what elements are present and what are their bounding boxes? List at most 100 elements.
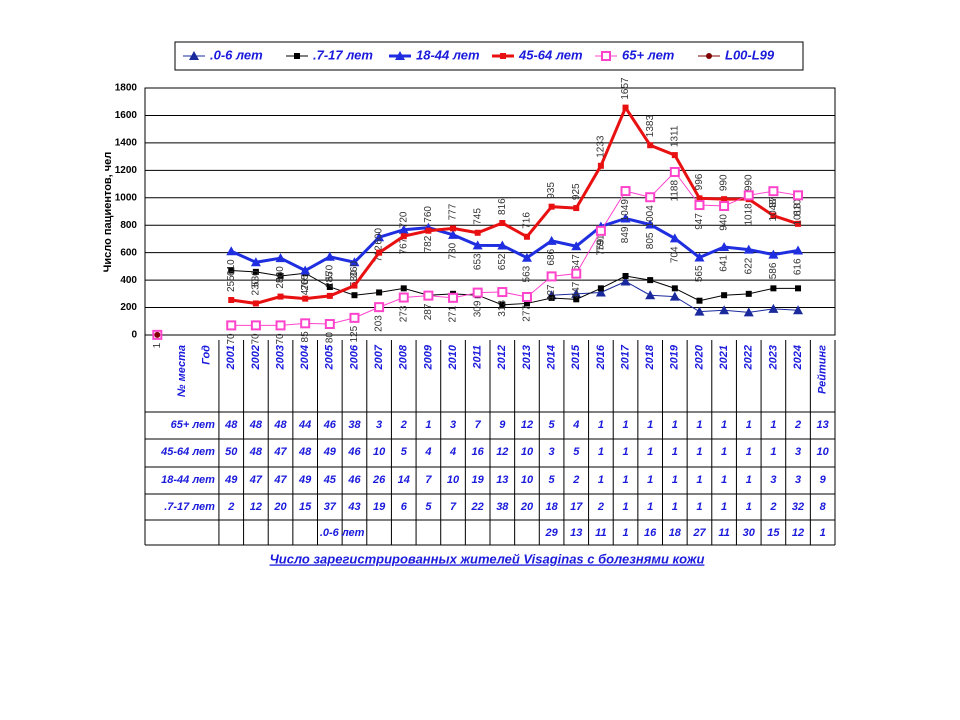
data-label: 530 [251,270,262,287]
table-cell: 48 [273,419,287,431]
point [523,233,530,240]
point [601,51,611,61]
table-cell: 16 [644,527,657,539]
point [595,225,606,236]
point [500,53,506,59]
table-cell: 1 [696,446,702,458]
y-tick-label: 800 [120,220,137,231]
table-rank: 8 [820,501,827,513]
table-cell: 3 [549,446,555,458]
table-cell: 38 [348,419,361,431]
point [450,225,457,232]
data-label: 70 [251,333,262,345]
data-label: 360 [349,260,360,277]
table-cell: 26 [372,474,386,486]
table-cell: 1 [770,419,776,431]
table-cell: 14 [398,474,410,486]
x-tick-label: Год [201,345,213,365]
point [252,300,259,307]
table-cell: 1 [721,501,727,513]
point [326,283,333,290]
point [671,152,678,159]
data-label: 70 [226,333,237,345]
table-row-label: 45-64 лет [160,446,215,458]
point [423,290,434,301]
point [302,295,309,302]
table-cell: 2 [400,419,407,431]
table-cell: 50 [225,446,238,458]
legend-label: 18-44 лет [416,47,480,62]
data-label: 1188 [669,180,680,202]
point [395,51,405,60]
table-cell: 12 [496,446,508,458]
table-cell: 1 [770,446,776,458]
data-label: 990 [743,174,754,191]
x-tick-label: 2014 [546,345,558,370]
table-cell: 1 [622,474,628,486]
table-cell: 1 [672,446,678,458]
point [795,285,802,292]
table-cell: 1 [746,501,752,513]
table-cell: 20 [273,501,287,513]
table-cell: 1 [696,474,702,486]
table-cell: 44 [298,419,311,431]
point [275,320,286,331]
table-cell: 1 [622,501,628,513]
data-label: 990 [719,174,730,191]
point [768,186,779,197]
x-tick-label: 2017 [619,344,631,370]
table-cell: 1 [746,446,752,458]
table-cell: 3 [770,474,776,486]
data-label: 947 [694,213,705,230]
data-label: 470 [300,278,311,295]
x-tick-label: 2024 [792,345,804,370]
point [573,205,580,212]
table-cell: 46 [347,446,361,458]
data-label: 600 [374,228,385,245]
table-cell: 7 [450,501,457,513]
table-cell: 1 [598,419,604,431]
data-label: 1018 [743,203,754,226]
table-cell: 1 [647,446,653,458]
table-cell: 48 [249,446,263,458]
point [595,287,606,297]
data-label: 767 [398,237,409,254]
x-tick-label: 2002 [250,345,262,370]
x-tick-label: 2003 [274,345,286,370]
table-cell: 16 [472,446,485,458]
point [499,220,506,227]
table-cell: 2 [769,501,776,513]
point [745,290,752,297]
data-label: 271 [448,305,459,322]
point [768,249,779,259]
table-cell: 2 [597,501,604,513]
point [154,331,161,338]
point [743,307,754,317]
y-tick-label: 1400 [115,138,138,149]
table-cell: 1 [647,474,653,486]
x-tick-label: 2013 [521,345,533,370]
table-cell: 13 [496,474,508,486]
table-cell: 7 [475,419,482,431]
x-tick-label: 2005 [324,344,336,370]
table-cell: 4 [424,446,431,458]
table-cell: 1 [696,419,702,431]
data-label: 720 [398,211,409,228]
data-label: 70 [275,333,286,345]
data-label: 570 [324,264,335,281]
x-tick-label: 2006 [348,344,360,370]
table-cell: 48 [224,419,238,431]
data-label: 565 [694,265,705,282]
data-label: 1048 [768,199,779,222]
point [721,292,728,299]
x-tick-label: 2009 [422,344,434,370]
table-cell: 1 [746,419,752,431]
table-cell: 1 [721,474,727,486]
point [645,219,656,229]
point [448,292,459,303]
table-cell: 19 [373,501,386,513]
point [252,268,259,275]
point [620,276,631,286]
legend-label: 45-64 лет [518,47,583,62]
table-cell: 12 [521,419,533,431]
